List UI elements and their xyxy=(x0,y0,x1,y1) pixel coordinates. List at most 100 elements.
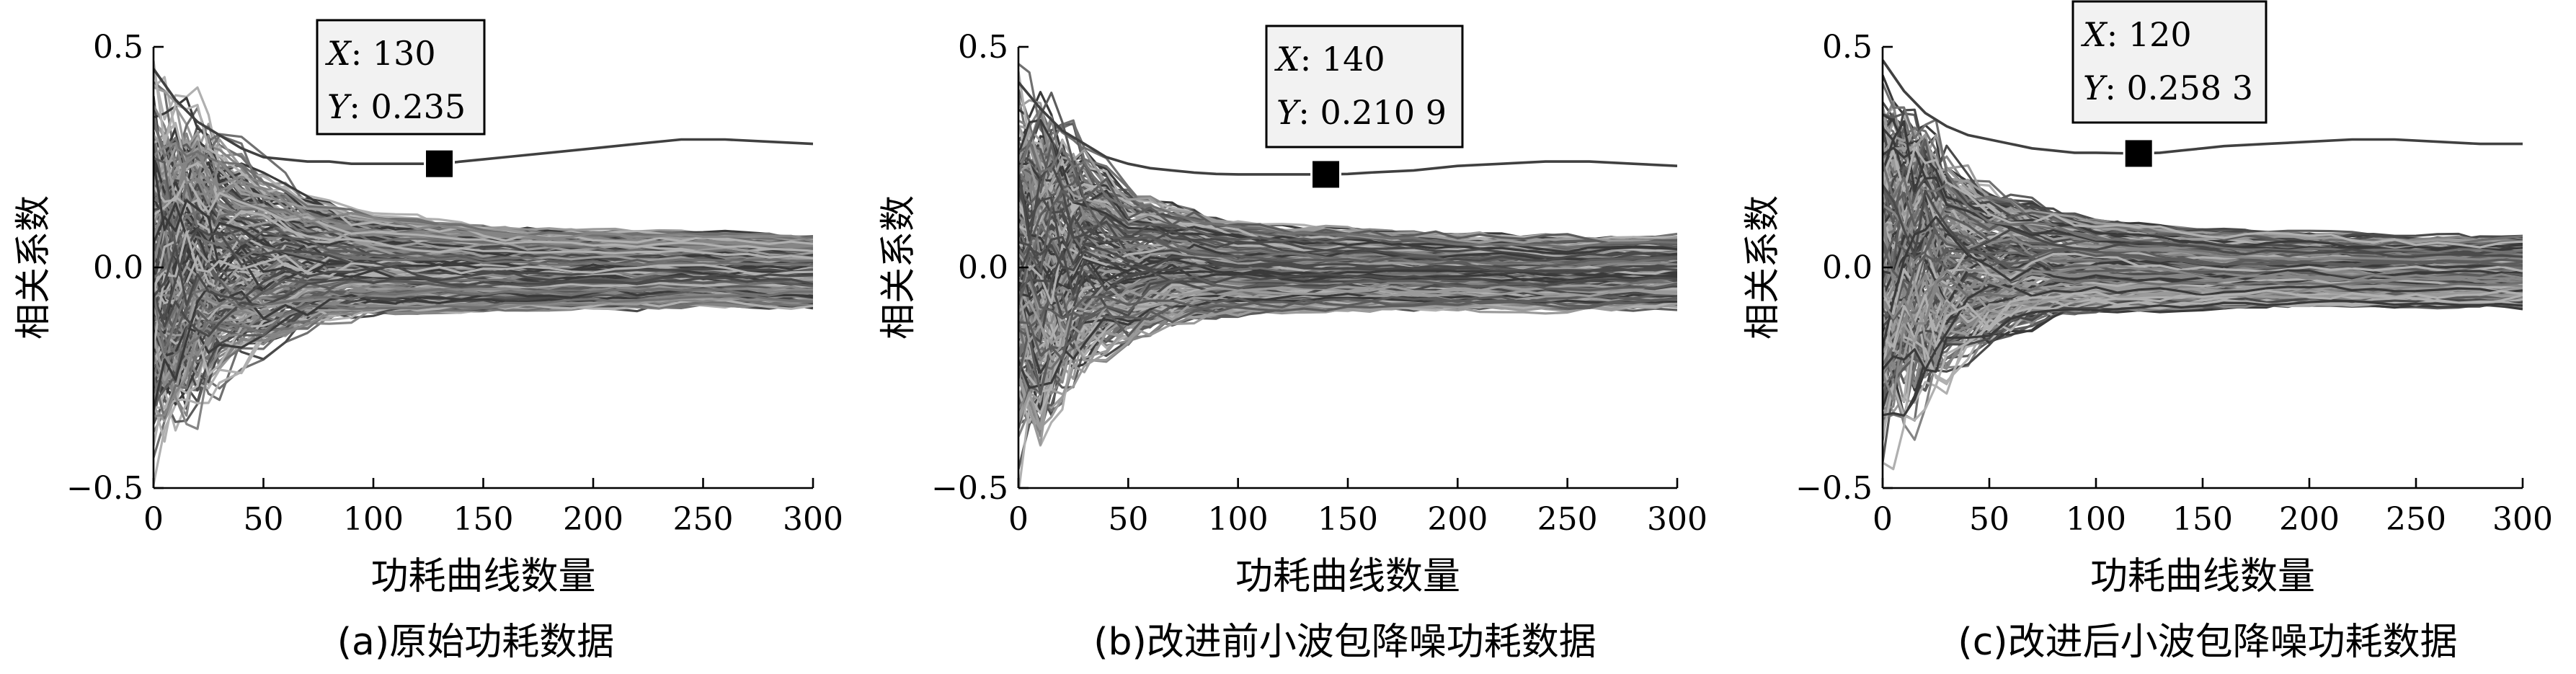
x-tick-label: 50 xyxy=(244,501,284,538)
series-line xyxy=(1883,296,2523,346)
datatip-x-colon: : xyxy=(1300,40,1322,79)
datatip-y-colon: : xyxy=(1298,93,1320,132)
series-line xyxy=(154,298,813,443)
datatip-x-value: 120 xyxy=(2128,15,2192,54)
datatip-x-value: 140 xyxy=(1322,40,1385,79)
series-line xyxy=(1883,120,2523,252)
series-line xyxy=(1883,138,2523,250)
series-line xyxy=(154,245,813,306)
series-group xyxy=(1883,59,2523,471)
datatip-x-colon: : xyxy=(351,34,373,73)
x-tick-label: 100 xyxy=(2066,501,2126,538)
series-line xyxy=(1883,161,2523,254)
series-line xyxy=(154,294,813,355)
series-line xyxy=(1883,289,2523,348)
datatip-marker xyxy=(2123,138,2154,169)
datatip-x-key: X xyxy=(325,34,352,73)
series-line xyxy=(1018,148,1677,244)
datatip-frame xyxy=(316,19,486,136)
series-line xyxy=(1883,216,2523,348)
series-line xyxy=(154,287,813,353)
series-line xyxy=(1018,190,1677,306)
series-line xyxy=(154,227,813,321)
datatip-frame xyxy=(1265,25,1464,148)
x-tick-label: 250 xyxy=(1537,501,1598,538)
series-line xyxy=(1018,244,1677,278)
series-line xyxy=(154,276,813,337)
x-tick-label: 200 xyxy=(563,501,623,538)
highlight-series-line xyxy=(1018,81,1677,176)
x-tick-label: 200 xyxy=(1427,501,1488,538)
series-line xyxy=(154,233,813,279)
datatip-marker xyxy=(1310,159,1342,190)
series-line xyxy=(1883,300,2523,373)
series-line xyxy=(1018,295,1677,360)
series-group xyxy=(1018,63,1677,488)
y-tick-label: −0.5 xyxy=(66,470,143,507)
datatip-y-text: Y: 0.258 3 xyxy=(2083,68,2253,107)
datatip-y-key: Y xyxy=(1276,93,1302,132)
series-line xyxy=(1883,184,2523,268)
x-axis-label: 功耗曲线数量 xyxy=(370,555,595,598)
y-axis-label: 相关系数 xyxy=(12,195,54,340)
x-tick-label: 300 xyxy=(1647,501,1707,538)
series-line xyxy=(1018,252,1677,306)
x-tick-label: 150 xyxy=(1318,501,1378,538)
datatip-marker xyxy=(424,148,455,179)
datatip-y-value: 0.210 9 xyxy=(1320,93,1447,132)
series-line xyxy=(1883,146,2523,249)
panel-caption: (b)改进前小波包降噪功耗数据 xyxy=(1093,621,1596,664)
datatip-x-text: X: 140 xyxy=(1274,40,1385,79)
y-tick-label: 0.5 xyxy=(93,29,143,66)
highlight-series-line xyxy=(154,68,813,165)
datatip-x-key: X xyxy=(2081,15,2108,54)
x-tick-label: 100 xyxy=(1208,501,1269,538)
series-line xyxy=(154,299,813,394)
datatip-box: X: 130 Y: 0.235 xyxy=(316,19,486,136)
datatip-y-value: 0.235 xyxy=(371,87,466,126)
series-line xyxy=(1883,246,2523,306)
series-line xyxy=(1883,177,2523,260)
series-line xyxy=(1018,224,1677,267)
x-tick-label: 300 xyxy=(2492,501,2553,538)
y-tick-label: 0.0 xyxy=(1822,249,1873,286)
x-tick-label: 150 xyxy=(453,501,514,538)
series-line xyxy=(154,117,813,239)
series-line xyxy=(154,142,813,243)
series-line xyxy=(154,262,813,334)
x-axis-label: 功耗曲线数量 xyxy=(1235,555,1460,598)
x-tick-label: 0 xyxy=(143,501,164,538)
series-line xyxy=(154,195,813,260)
series-line xyxy=(1018,282,1677,360)
x-tick-label: 200 xyxy=(2279,501,2340,538)
datatip-x-text: X: 120 xyxy=(2081,15,2192,54)
x-tick-label: 50 xyxy=(1969,501,2009,538)
x-tick-label: 250 xyxy=(2386,501,2446,538)
series-line xyxy=(1883,285,2523,417)
series-line xyxy=(1883,274,2523,402)
series-line xyxy=(154,60,813,245)
x-tick-label: 300 xyxy=(783,501,843,538)
datatip-y-text: Y: 0.235 xyxy=(327,87,466,126)
datatip-y-key: Y xyxy=(327,87,352,126)
y-axis-label: 相关系数 xyxy=(877,195,919,340)
series-line xyxy=(1883,184,2523,258)
series-line xyxy=(1883,212,2523,324)
x-tick-label: 100 xyxy=(343,501,404,538)
series-line xyxy=(1018,162,1677,262)
datatip-y-colon: : xyxy=(2105,68,2126,107)
series-line xyxy=(1018,140,1677,249)
datatip-y-key: Y xyxy=(2083,68,2108,107)
y-tick-label: 0.0 xyxy=(93,249,143,286)
datatip-y-text: Y: 0.210 9 xyxy=(1276,93,1447,132)
series-line xyxy=(1018,250,1677,296)
datatip-x-colon: : xyxy=(2107,15,2128,54)
x-tick-label: 0 xyxy=(1873,501,1893,538)
series-line xyxy=(1018,129,1677,248)
series-line xyxy=(1018,298,1677,396)
datatip-x-key: X xyxy=(1274,40,1302,79)
x-axis-label: 功耗曲线数量 xyxy=(2090,555,2315,598)
